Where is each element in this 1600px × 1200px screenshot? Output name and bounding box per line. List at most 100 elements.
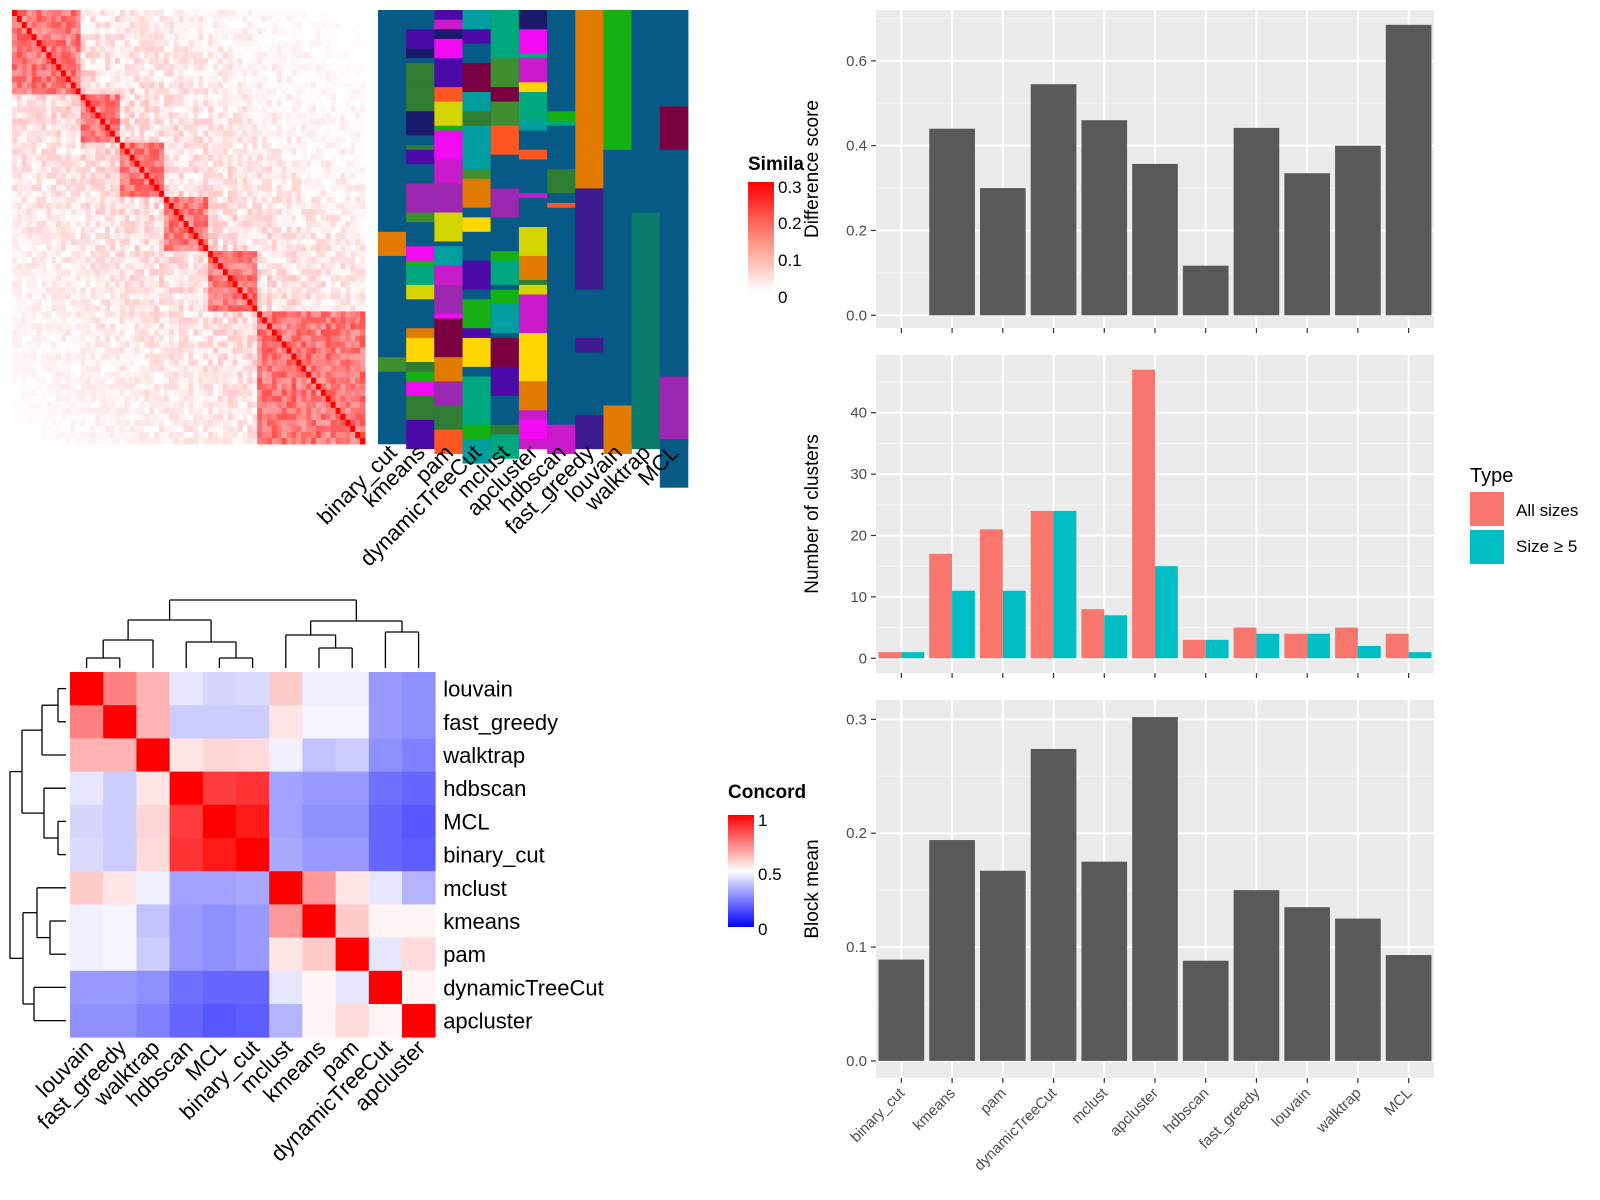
similarity-cell (296, 233, 302, 240)
similarity-cell (65, 347, 72, 354)
similarity-cell (163, 208, 170, 216)
similarity-cell (46, 317, 52, 324)
similarity-cell (198, 94, 204, 101)
similarity-cell (203, 359, 209, 367)
similarity-cell (119, 311, 126, 318)
similarity-cell (56, 34, 62, 41)
similarity-cell (105, 28, 111, 35)
similarity-cell (222, 383, 229, 391)
similarity-cell (95, 220, 101, 228)
similarity-cell (178, 190, 184, 198)
similarity-cell (286, 419, 292, 427)
similarity-cell (242, 136, 248, 144)
similarity-cell (144, 233, 150, 240)
similarity-cell (46, 377, 52, 385)
similarity-cell (188, 383, 194, 391)
similarity-cell (222, 106, 229, 113)
similarity-cell (306, 202, 312, 210)
similarity-cell (36, 233, 42, 240)
similarity-cell (56, 58, 62, 65)
similarity-cell (139, 40, 145, 47)
similarity-cell (154, 377, 160, 385)
similarity-cell (139, 154, 145, 162)
similarity-cell (188, 359, 194, 367)
similarity-cell (178, 329, 184, 336)
similarity-cell (257, 269, 263, 276)
similarity-cell (281, 251, 287, 258)
similarity-cell (80, 401, 86, 409)
similarity-cell (85, 371, 91, 379)
similarity-cell (335, 202, 341, 210)
similarity-cell (291, 52, 297, 59)
similarity-cell (271, 76, 278, 83)
similarity-cell (46, 160, 52, 168)
similarity-cell (144, 94, 150, 101)
similarity-cell (237, 166, 243, 174)
similarity-cell (257, 118, 263, 125)
similarity-cell (247, 124, 253, 131)
similarity-cell (21, 196, 28, 204)
similarity-cell (41, 293, 47, 300)
similarity-cell (80, 28, 86, 35)
similarity-cell (266, 202, 273, 210)
similarity-cell (114, 46, 121, 53)
similarity-cell (95, 136, 101, 144)
similarity-cell (213, 305, 219, 312)
similarity-cell (257, 190, 263, 198)
similarity-cell (203, 94, 209, 101)
similarity-cell (51, 317, 57, 324)
similarity-cell (41, 172, 47, 180)
similarity-cell (154, 317, 160, 324)
similarity-cell (65, 64, 72, 71)
similarity-cell (144, 395, 150, 403)
similarity-cell (105, 208, 111, 216)
similarity-cell (173, 154, 180, 162)
similarity-cell (286, 389, 292, 397)
similarity-cell (188, 311, 194, 318)
similarity-cell (360, 130, 366, 137)
similarity-cell (325, 413, 332, 421)
similarity-cell (70, 10, 77, 17)
similarity-cell (340, 227, 346, 234)
similarity-cell (80, 287, 86, 294)
similarity-cell (163, 22, 170, 29)
similarity-cell (325, 257, 332, 264)
similarity-cell (119, 251, 126, 258)
similarity-cell (163, 407, 170, 415)
similarity-cell (105, 353, 111, 361)
similarity-cell (119, 130, 126, 137)
similarity-cell (320, 365, 327, 373)
similarity-cell (315, 377, 322, 385)
similarity-cell (183, 94, 189, 101)
similarity-cell (355, 214, 361, 222)
similarity-cell (276, 190, 283, 198)
similarity-cell (340, 287, 346, 294)
similarity-cell (119, 341, 126, 348)
similarity-cell (232, 70, 238, 77)
similarity-cell (266, 10, 273, 17)
similarity-cell (124, 359, 131, 367)
similarity-cell (159, 233, 165, 240)
similarity-cell (173, 82, 180, 89)
similarity-cell (213, 52, 219, 59)
similarity-cell (46, 208, 52, 216)
similarity-cell (257, 311, 263, 318)
similarity-cell (51, 172, 57, 180)
similarity-cell (340, 395, 346, 403)
similarity-cell (144, 148, 150, 156)
similarity-cell (12, 389, 18, 397)
similarity-cell (129, 275, 135, 282)
similarity-cell (100, 377, 106, 385)
similarity-cell (301, 269, 307, 276)
similarity-cell (85, 202, 91, 210)
similarity-cell (154, 190, 160, 198)
similarity-cell (360, 323, 366, 330)
similarity-cell (213, 220, 219, 228)
similarity-cell (56, 395, 62, 403)
similarity-cell (168, 239, 175, 246)
similarity-cell (213, 148, 219, 156)
similarity-cell (335, 383, 341, 391)
similarity-cell (119, 202, 126, 210)
similarity-cell (12, 407, 18, 415)
similarity-cell (247, 281, 253, 288)
